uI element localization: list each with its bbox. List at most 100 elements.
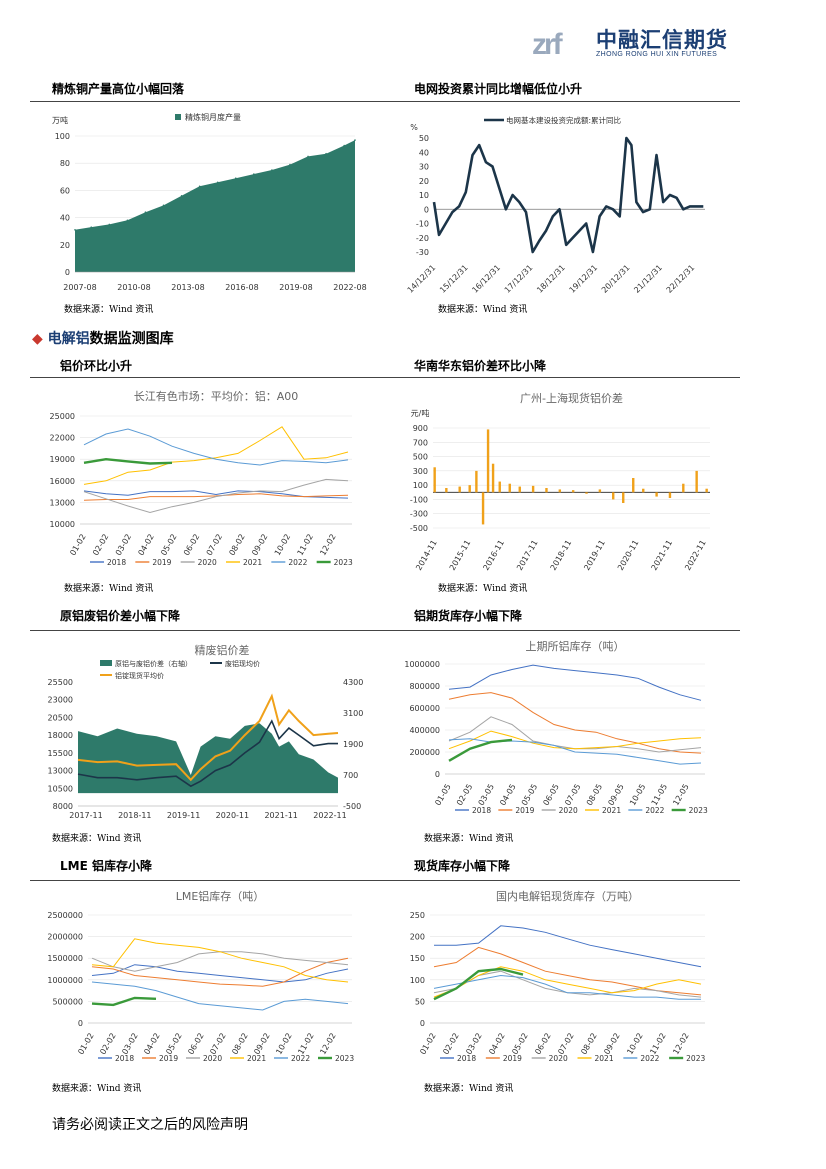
legend-label: 2021 bbox=[602, 806, 621, 815]
bar bbox=[518, 486, 521, 493]
data-point bbox=[162, 204, 165, 207]
x-tick-label: 05-02 bbox=[510, 1032, 529, 1057]
legend-label: 2020 bbox=[559, 806, 578, 815]
x-tick-label: 09-02 bbox=[252, 1032, 271, 1057]
y-tick-label: 500000 bbox=[52, 997, 83, 1006]
source-note: 数据来源：Wind 资讯 bbox=[424, 834, 514, 844]
x-tick-label: 22/12/31 bbox=[665, 263, 697, 295]
series-line-2019 bbox=[448, 692, 702, 754]
chart-scrap-spread: 精废铝价差 8000 10500 13000 15500 18000 20500 23000 2… bbox=[48, 643, 364, 820]
y-tick-label: 40 bbox=[60, 214, 70, 223]
bar bbox=[445, 488, 448, 493]
x-tick-label: 07-02 bbox=[205, 533, 224, 558]
x-tick-label: 18/12/31 bbox=[535, 263, 567, 295]
x-tick-label: 2020-11 bbox=[616, 539, 641, 572]
company-logo-en: ZHONG RONG HUI XIN FUTURES bbox=[596, 51, 718, 58]
series-line-2020 bbox=[448, 716, 702, 753]
y-tick-label: 0 bbox=[435, 770, 440, 779]
y-tick-label: 50 bbox=[419, 134, 429, 143]
bar bbox=[486, 429, 490, 493]
bar bbox=[531, 485, 535, 493]
y2-tick-label: 3100 bbox=[343, 709, 363, 718]
divider bbox=[30, 377, 740, 378]
x-tick-label: 02-02 bbox=[441, 1032, 460, 1057]
x-tick-label: 08-05 bbox=[585, 783, 604, 808]
x-tick-label: 09-02 bbox=[602, 1032, 621, 1057]
legend-label: 电网基本建设投资完成额:累计同比 bbox=[506, 115, 622, 125]
chart-copper-output: 0 20 40 60 80 100 万吨 2007-08 2010-08 2013-08 2016-… bbox=[52, 112, 367, 292]
data-point bbox=[108, 223, 111, 226]
y2-tick-label: 4300 bbox=[343, 678, 363, 687]
x-tick-label: 02-02 bbox=[98, 1032, 117, 1057]
y-tick-label: 2000000 bbox=[47, 933, 83, 942]
x-tick-label: 12-02 bbox=[671, 1032, 690, 1057]
y-tick-label: 100 bbox=[55, 132, 70, 141]
data-point bbox=[253, 173, 255, 175]
legend-label: 2021 bbox=[247, 1054, 266, 1063]
divider bbox=[30, 101, 740, 102]
bar bbox=[558, 489, 562, 493]
risk-disclaimer-footer: 请务必阅读正文之后的风险声明 bbox=[52, 1117, 248, 1133]
data-point bbox=[126, 219, 129, 222]
series-line-grid-investment bbox=[432, 136, 704, 254]
y-tick-label: 10000 bbox=[50, 520, 75, 529]
y-tick-label: 15500 bbox=[48, 749, 73, 758]
x-tick-label: 2019-08 bbox=[279, 283, 312, 292]
source-note: 数据来源：Wind 资讯 bbox=[64, 584, 154, 594]
legend-label: 2023 bbox=[689, 806, 708, 815]
company-logo-cn: 中融汇信期货 bbox=[596, 28, 728, 52]
panel-title-lme-stock: LME 铝库存小降 bbox=[60, 859, 152, 873]
panel-title-al-price: 铝价环比小升 bbox=[60, 359, 133, 373]
x-tick-label: 11-02 bbox=[296, 533, 315, 558]
x-tick-label: 14/12/31 bbox=[406, 263, 438, 295]
y-tick-label: 25000 bbox=[50, 412, 75, 421]
y-tick-label: 1500000 bbox=[47, 954, 83, 963]
svg-text:zrf: zrf bbox=[532, 28, 564, 60]
y-tick-label: 300 bbox=[413, 467, 428, 476]
panel-title-shfe-stock: 铝期货库存小幅下降 bbox=[414, 609, 523, 623]
y2-tick-label: 700 bbox=[343, 771, 358, 780]
legend-label: 废铝现均价 bbox=[225, 659, 260, 668]
x-tick-label: 08-02 bbox=[230, 1032, 249, 1057]
bar bbox=[498, 481, 501, 493]
y-tick-label: 2500000 bbox=[47, 911, 83, 920]
series-line-2019 bbox=[91, 957, 349, 987]
legend-label: 2020 bbox=[549, 1054, 568, 1063]
chart-title: 广州-上海现货铝价差 bbox=[520, 391, 623, 405]
y-tick-label: 250 bbox=[410, 911, 425, 920]
y-tick-label: 10 bbox=[419, 191, 429, 200]
x-tick-label: 2022-11 bbox=[313, 811, 346, 820]
x-tick-label: 10-02 bbox=[273, 533, 292, 558]
legend-label: 2022 bbox=[640, 1054, 659, 1063]
panel-title-spot-stock: 现货库存小幅下降 bbox=[414, 859, 511, 873]
x-tick-label: 05-05 bbox=[520, 783, 539, 808]
x-tick-label: 01-05 bbox=[433, 783, 452, 808]
x-tick-label: 01-02 bbox=[68, 533, 87, 558]
legend-label: 2020 bbox=[198, 558, 217, 567]
section-heading: ◆ 电解铝数据监测图库 bbox=[32, 328, 174, 348]
data-point bbox=[180, 195, 183, 197]
x-tick-label: 10-05 bbox=[628, 783, 647, 808]
series-line-2021 bbox=[83, 426, 349, 485]
x-tick-label: 12-02 bbox=[318, 533, 337, 558]
x-tick-label: 2017-11 bbox=[515, 539, 540, 572]
x-tick-label: 2021-11 bbox=[650, 539, 675, 572]
x-tick-label: 20/12/31 bbox=[600, 263, 632, 295]
legend-label: 2020 bbox=[203, 1054, 222, 1063]
series-line-2019 bbox=[83, 493, 349, 501]
bar bbox=[458, 486, 461, 493]
series-line-2021 bbox=[91, 938, 349, 983]
y-tick-label: 20 bbox=[60, 241, 70, 250]
y-tick-label: 0 bbox=[420, 1019, 425, 1028]
source-note: 数据来源：Wind 资讯 bbox=[438, 305, 528, 315]
legend-label: 2021 bbox=[595, 1054, 614, 1063]
y-tick-label: 200000 bbox=[409, 748, 440, 757]
chart-shfe-stock: 上期所铝库存（吨） 0 200000 400000 600000 800000 100000… bbox=[404, 639, 708, 815]
x-tick-label: 2022-08 bbox=[333, 283, 366, 292]
x-tick-label: 03-05 bbox=[477, 783, 496, 808]
bar bbox=[545, 488, 548, 493]
data-point bbox=[343, 144, 345, 147]
bar bbox=[598, 489, 602, 493]
y-tick-label: 10500 bbox=[48, 784, 73, 793]
